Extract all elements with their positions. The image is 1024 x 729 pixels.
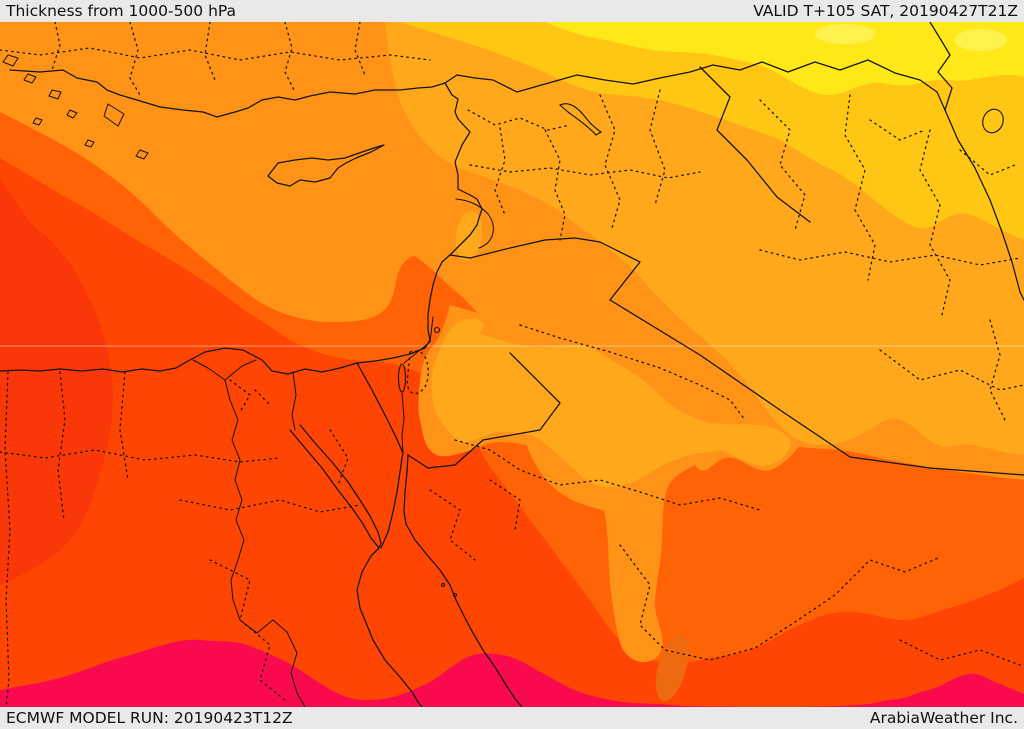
syria-jordan-border [449,237,601,259]
admin-border-turkey-horizontal [0,47,431,61]
admin-border-iraq-3 [919,129,951,316]
admin-border-sinai [329,429,349,486]
footer-bar: ECMWF MODEL RUN: 20190423T12Z ArabiaWeat… [0,707,1024,729]
admin-border-saudi-6 [489,479,521,531]
admin-border-egypt-1 [57,371,66,521]
admin-border-egypt-horizontal [0,449,281,463]
saudi-red-sea-coast [403,454,523,707]
admin-border-egypt-mid [179,499,361,513]
jordan-iraq-border [599,241,641,301]
model-run-label: ECMWF MODEL RUN: 20190423T12Z [6,709,293,727]
band-yellow-bright [545,22,1024,96]
admin-border-syria-3 [544,129,566,241]
lake-urmia [982,108,1004,134]
band-crimson [0,639,1024,707]
sinai-east-shore-gulf-of-aqaba [380,452,404,549]
admin-border-saudi-1 [454,439,761,511]
jordan-saudi-border [407,352,561,469]
syria-iraq-border [699,66,811,223]
coastlines-and-borders [0,22,1024,707]
admin-border-saudi-2 [619,544,939,661]
admin-border-saudi-5 [429,489,476,561]
admin-border-jordan-desert [519,324,746,421]
admin-border-syria-1 [467,109,571,131]
admin-border-iran-2 [869,119,926,141]
sinai-west-shore [299,424,382,549]
admin-border-egypt-2 [119,371,129,481]
provider-credit: ArabiaWeather Inc. [869,709,1018,727]
nile-river [224,379,306,707]
sea-of-galilee [433,326,441,334]
admin-border-turkey-3 [204,22,216,81]
admin-border-iran-1 [959,149,1016,176]
admin-border-syria-horizontal [469,164,701,179]
mediterranean-coastline [0,69,483,375]
gulf-of-suez-west-shore [289,429,423,707]
turkey-iran-border [929,22,953,111]
admin-border-iraq-horizontal [759,249,1021,266]
admin-border-west-bank [406,350,429,395]
red-sea-island-2 [452,592,458,598]
thickness-map-canvas [0,22,1024,707]
red-sea-island [440,582,446,588]
admin-border-turkey-5 [354,22,366,76]
iraq-saudi-border [609,299,1024,476]
band-light-orange-spot-jordan [452,318,484,338]
band-yellow-spot-east [955,29,1007,51]
lake-assad-euphrates [559,103,603,136]
nile-delta-branches [192,359,257,381]
red-sea-dark-patch [655,634,689,702]
jordan-valley-border [403,316,434,364]
israel-egypt-border [356,362,404,454]
admin-border-iran-3 [989,319,1006,421]
thickness-contour-map [0,22,1024,707]
header-bar: Thickness from 1000-500 hPa VALID T+105 … [0,0,1024,22]
map-title: Thickness from 1000-500 hPa [6,2,237,20]
admin-border-turkey-4 [284,22,296,93]
admin-border-turkey-1 [51,22,61,71]
admin-border-syria-4 [599,94,621,229]
admin-border-egypt-libya [4,371,11,707]
suez-canal [291,371,297,431]
lebanon-border [455,198,494,249]
band-red-orange [0,158,1024,707]
band-yellow-spot-west [815,24,875,44]
band-deep-red-patch [0,180,113,585]
valid-time-label: VALID T+105 SAT, 20190427T21Z [753,2,1018,20]
admin-border-egypt-south [209,559,286,701]
admin-border-saudi-4 [899,639,1021,666]
cyprus-coastline [267,144,385,187]
admin-borders [0,22,1024,707]
arava-border [401,391,405,454]
admin-border-iraq-2 [844,94,876,281]
aegean-islands [2,54,149,160]
admin-border-nile-delta [229,379,271,413]
band-light-orange-tongue [431,325,791,488]
admin-border-syria-2 [494,127,506,216]
iran-iraq-border [944,109,1024,301]
